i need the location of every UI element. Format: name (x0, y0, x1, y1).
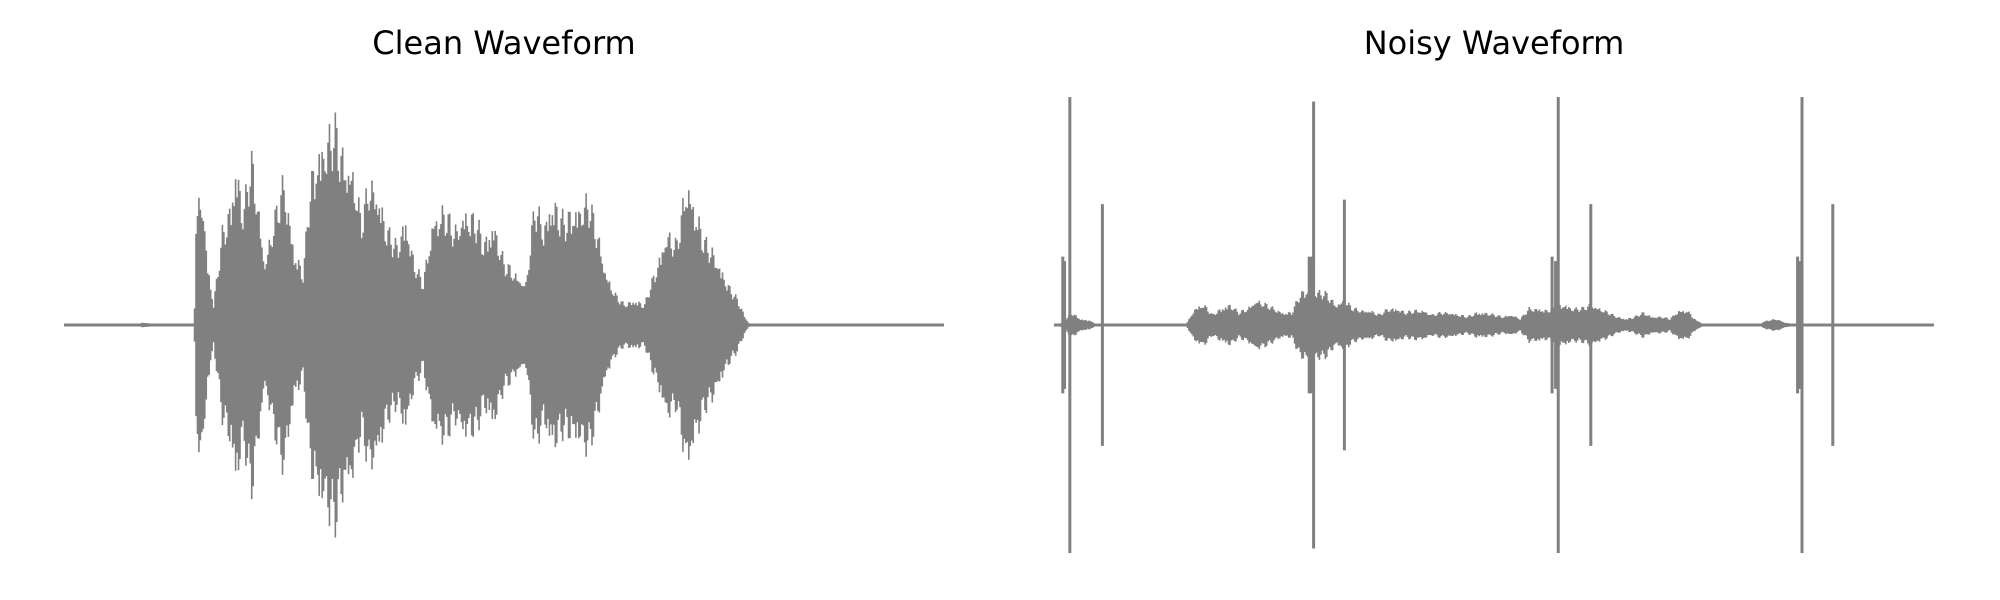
clean-waveform-title: Clean Waveform (64, 24, 944, 62)
clean-waveform-plot (64, 90, 944, 560)
noisy-waveform-title: Noisy Waveform (1054, 24, 1934, 62)
noisy-waveform-plot (1054, 90, 1934, 560)
